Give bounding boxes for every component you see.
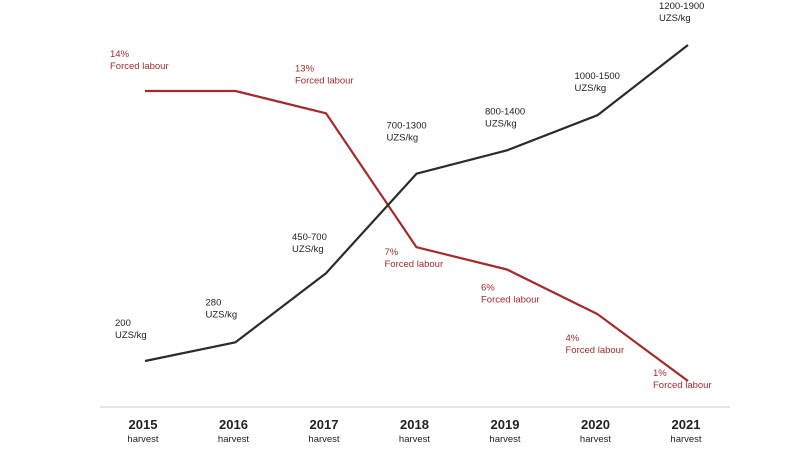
- x-axis-tick-labels: 2015 harvest 2016 harvest 2017 harvest 2018 har…: [127, 417, 702, 445]
- point-labels: 200 UZS/kg 280 UZS/kg 450-700 UZS/kg 700-1300 U…: [110, 1, 712, 391]
- price-label: 450-700 UZS/kg: [292, 232, 327, 255]
- forced-label: 4% Forced labour: [566, 333, 625, 356]
- x-tick-year: 2018: [400, 417, 429, 432]
- x-tick-harvest: harvest: [127, 434, 159, 445]
- price-label: 200 UZS/kg: [115, 318, 147, 341]
- x-tick-harvest: harvest: [489, 434, 521, 445]
- x-tick-harvest: harvest: [218, 434, 250, 445]
- price-label: 280 UZS/kg: [206, 297, 238, 320]
- x-tick-year: 2019: [491, 417, 520, 432]
- x-tick-year: 2015: [129, 417, 158, 432]
- forced-label: 7% Forced labour: [385, 247, 444, 270]
- price-label: 1000-1500 UZS/kg: [575, 71, 620, 94]
- x-tick-year: 2016: [219, 417, 248, 432]
- x-tick-harvest: harvest: [670, 434, 702, 445]
- x-tick-harvest: harvest: [580, 434, 612, 445]
- price-label: 1200-1900 UZS/kg: [659, 1, 704, 24]
- x-tick-year: 2020: [581, 417, 610, 432]
- forced-label: 13% Forced labour: [295, 63, 354, 86]
- x-tick-harvest: harvest: [399, 434, 431, 445]
- x-tick-year: 2017: [310, 417, 339, 432]
- series-lines: [144, 44, 689, 382]
- price-label: 800-1400 UZS/kg: [485, 106, 525, 129]
- x-tick-year: 2021: [672, 417, 701, 432]
- forced-label: 14% Forced labour: [110, 49, 169, 72]
- x-tick-harvest: harvest: [308, 434, 340, 445]
- forced-label: 6% Forced labour: [481, 282, 540, 305]
- price-label: 700-1300 UZS/kg: [387, 121, 427, 144]
- forced-line: [145, 89, 689, 382]
- price-line: [144, 44, 689, 363]
- forced-label: 1% Forced labour: [653, 368, 712, 391]
